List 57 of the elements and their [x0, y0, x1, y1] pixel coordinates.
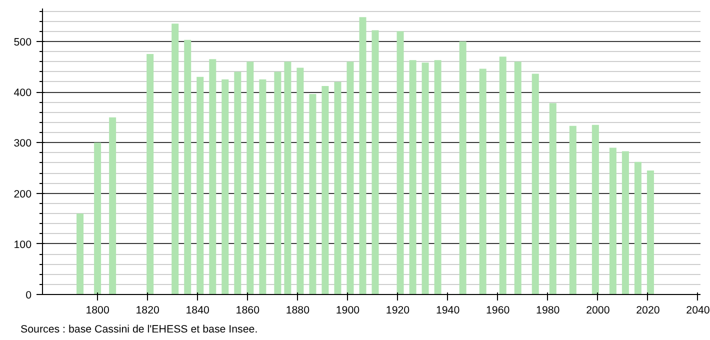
- y-tick-label: 200: [14, 188, 32, 200]
- x-tick-label: 2040: [686, 304, 710, 316]
- bar: [499, 56, 506, 294]
- bar: [222, 79, 229, 294]
- x-tick-label: 2000: [586, 304, 610, 316]
- bar: [514, 62, 522, 294]
- bar: [76, 214, 84, 294]
- bar: [284, 62, 292, 294]
- bar: [109, 117, 116, 294]
- y-tick-label: 300: [14, 138, 32, 150]
- bar: [549, 103, 556, 294]
- bar: [609, 148, 616, 294]
- bar: [372, 30, 379, 294]
- bar: [172, 24, 179, 294]
- x-tick-label: 1800: [86, 304, 110, 316]
- x-tick-label: 1840: [186, 304, 210, 316]
- x-tick-label: 2020: [636, 304, 660, 316]
- bar: [309, 94, 316, 294]
- bar: [592, 124, 599, 294]
- bar: [346, 62, 354, 294]
- bar: [274, 72, 282, 294]
- bar: [196, 76, 204, 294]
- x-tick-label: 1940: [436, 304, 460, 316]
- bar: [532, 74, 539, 294]
- bar: [422, 62, 429, 294]
- y-tick-label: 500: [14, 36, 32, 48]
- x-tick-label: 1880: [286, 304, 310, 316]
- bar: [296, 68, 304, 294]
- x-tick-label: 1920: [386, 304, 410, 316]
- bar: [396, 31, 404, 294]
- x-tick-label: 1860: [236, 304, 260, 316]
- source-note: Sources : base Cassini de l'EHESS et base Insee.: [20, 324, 258, 336]
- bar: [146, 54, 154, 294]
- bar: [434, 60, 442, 294]
- y-tick-label: 0: [26, 290, 32, 302]
- bar: [569, 126, 576, 294]
- bar: [94, 142, 102, 294]
- bar: [479, 68, 486, 294]
- bar: [622, 151, 629, 294]
- bar: [634, 162, 642, 294]
- bar: [409, 60, 416, 294]
- bar: [246, 62, 254, 294]
- bar: [259, 79, 266, 294]
- y-tick-label: 100: [14, 238, 32, 251]
- x-tick-label: 1980: [536, 304, 560, 316]
- x-tick-label: 1900: [336, 304, 360, 316]
- bar: [322, 86, 329, 294]
- bar: [334, 82, 342, 294]
- y-tick-label: 400: [14, 87, 32, 100]
- x-tick-label: 1820: [136, 304, 160, 316]
- bar: [359, 17, 366, 294]
- bar: [234, 72, 242, 294]
- bar: [184, 40, 192, 294]
- bar: [646, 170, 654, 294]
- bar: [209, 59, 216, 294]
- bar: [459, 41, 466, 294]
- x-tick-label: 1960: [486, 304, 510, 316]
